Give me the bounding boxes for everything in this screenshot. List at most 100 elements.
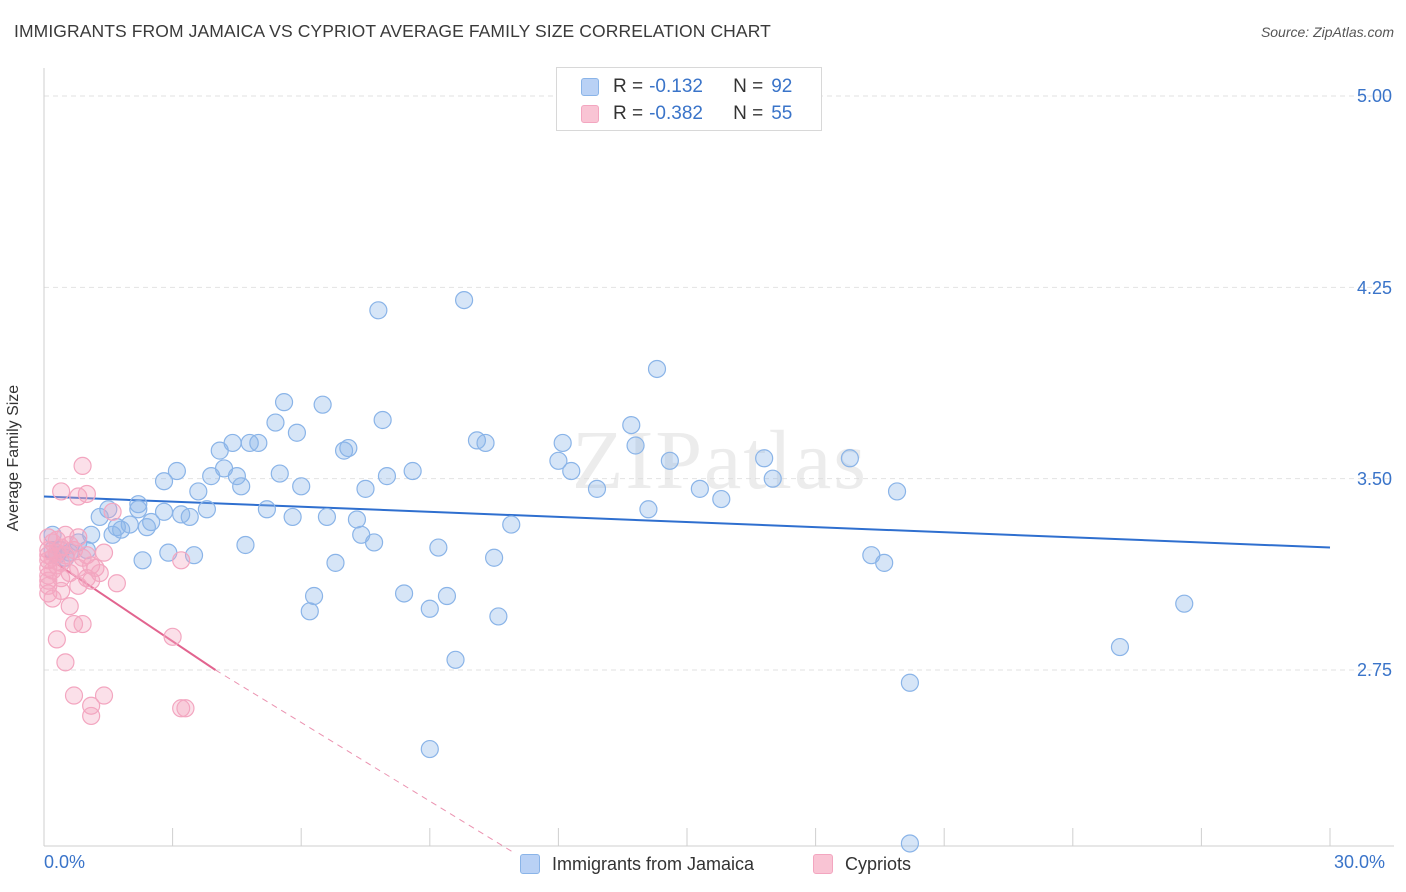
- jamaica-point: [154, 472, 174, 491]
- jamaica-point: [167, 461, 186, 481]
- jamaica-point: [300, 602, 319, 621]
- jamaica-point: [304, 586, 324, 606]
- jamaica-point: [373, 410, 392, 430]
- jamaica-point: [1175, 594, 1194, 613]
- jamaica-point: [112, 520, 131, 539]
- cypriot-point: [163, 627, 182, 646]
- cypriot-trend-extension: [215, 669, 516, 855]
- y-tick-label-275: 2.75: [1356, 660, 1392, 680]
- jamaica-point: [339, 438, 358, 458]
- jamaica-point: [587, 479, 607, 498]
- jamaica-point: [120, 515, 139, 534]
- y-tick-label-350: 3.50: [1356, 469, 1392, 489]
- legend-r-value: -0.382: [649, 103, 703, 124]
- legend-n-label: N =: [733, 103, 764, 124]
- legend-n-value: 55: [771, 103, 793, 124]
- cypriot-point: [172, 699, 191, 718]
- data-points: [39, 290, 1194, 853]
- jamaica-point: [420, 739, 439, 759]
- jamaica-point: [712, 489, 731, 509]
- cypriot-point: [52, 569, 71, 588]
- trend-lines: [43, 495, 1331, 855]
- cypriot-point: [73, 614, 92, 634]
- jamaica-point: [1110, 637, 1130, 657]
- legend-n-value: 92: [771, 76, 793, 97]
- jamaica-point: [875, 553, 894, 572]
- jamaica-point: [403, 461, 422, 481]
- cypriot-point: [107, 574, 126, 593]
- jamaica-point: [236, 535, 255, 555]
- jamaica-point: [189, 482, 208, 501]
- cypriot-point: [69, 528, 88, 547]
- jamaica-point: [356, 479, 375, 498]
- jamaica-point: [446, 650, 465, 669]
- jamaica-point: [377, 467, 397, 486]
- cypriot-point: [60, 597, 79, 616]
- cypriot-point: [82, 696, 101, 715]
- jamaica-point: [232, 477, 251, 496]
- cypriot-point: [77, 484, 96, 504]
- jamaica-point: [180, 507, 199, 527]
- jamaica-point: [840, 449, 859, 468]
- jamaica-point: [197, 500, 216, 519]
- legend-swatch-pink: [581, 105, 599, 123]
- jamaica-point: [755, 449, 774, 468]
- jamaica-point: [420, 599, 439, 618]
- jamaica-point: [887, 482, 907, 501]
- jamaica-point: [562, 461, 581, 481]
- jamaica-point: [900, 834, 920, 853]
- bottom-legend-cypriots: Cypriots: [813, 851, 911, 877]
- y-axis-label: Average Family Size: [5, 384, 22, 532]
- cypriot-point: [47, 630, 66, 649]
- cypriot-point: [52, 482, 71, 501]
- jamaica-point: [292, 477, 311, 496]
- legend-swatch-blue: [581, 78, 599, 96]
- legend-row-cypriots: R = -0.382 N = 55: [581, 102, 792, 126]
- jamaica-point: [223, 433, 242, 453]
- jamaica-point: [437, 586, 457, 606]
- jamaica-point: [133, 551, 152, 570]
- cypriot-point: [56, 653, 75, 672]
- jamaica-point: [485, 548, 504, 567]
- jamaica-point: [626, 436, 645, 455]
- jamaica-point: [287, 423, 307, 442]
- jamaica-point: [142, 512, 161, 532]
- jamaica-point: [429, 538, 448, 557]
- legend-row-jamaica: R = -0.132 N = 92: [581, 75, 792, 99]
- x-tick-label-min: 0.0%: [44, 852, 86, 872]
- jamaica-point: [347, 510, 367, 529]
- bottom-legend-jamaica: Immigrants from Jamaica: [520, 851, 754, 877]
- bottom-legend-label: Cypriots: [845, 853, 912, 874]
- jamaica-point: [454, 290, 474, 310]
- jamaica-point: [274, 393, 294, 412]
- jamaica-point: [266, 413, 285, 432]
- jamaica-point: [326, 553, 345, 572]
- jamaica-point: [647, 359, 667, 379]
- cypriot-point: [90, 563, 109, 583]
- source-label: Source: ZipAtlas.com: [1260, 24, 1394, 40]
- jamaica-point: [553, 433, 572, 453]
- jamaica-point: [283, 507, 302, 527]
- watermark: ZIPatlas: [572, 414, 868, 507]
- y-tick-label-425: 4.25: [1356, 278, 1392, 298]
- jamaica-point: [502, 515, 521, 534]
- cypriot-point: [64, 686, 84, 705]
- correlation-legend: R = -0.132 N = 92 R = -0.382 N = 55: [556, 67, 822, 131]
- jamaica-point: [227, 467, 246, 486]
- cypriot-point: [103, 502, 122, 521]
- jamaica-point: [154, 502, 174, 521]
- grid-lines: [44, 95, 1394, 671]
- cypriot-point: [176, 699, 195, 718]
- axes: [43, 68, 1394, 847]
- jamaica-point: [549, 451, 568, 470]
- cypriot-point: [60, 563, 79, 583]
- bottom-legend-label: Immigrants from Jamaica: [552, 853, 755, 874]
- jamaica-point: [369, 301, 388, 320]
- cypriot-point: [82, 706, 101, 726]
- legend-r-value: -0.132: [649, 76, 703, 97]
- jamaica-point: [489, 607, 508, 626]
- jamaica-point: [364, 533, 384, 552]
- cypriot-point: [172, 551, 191, 570]
- jamaica-point: [476, 433, 495, 453]
